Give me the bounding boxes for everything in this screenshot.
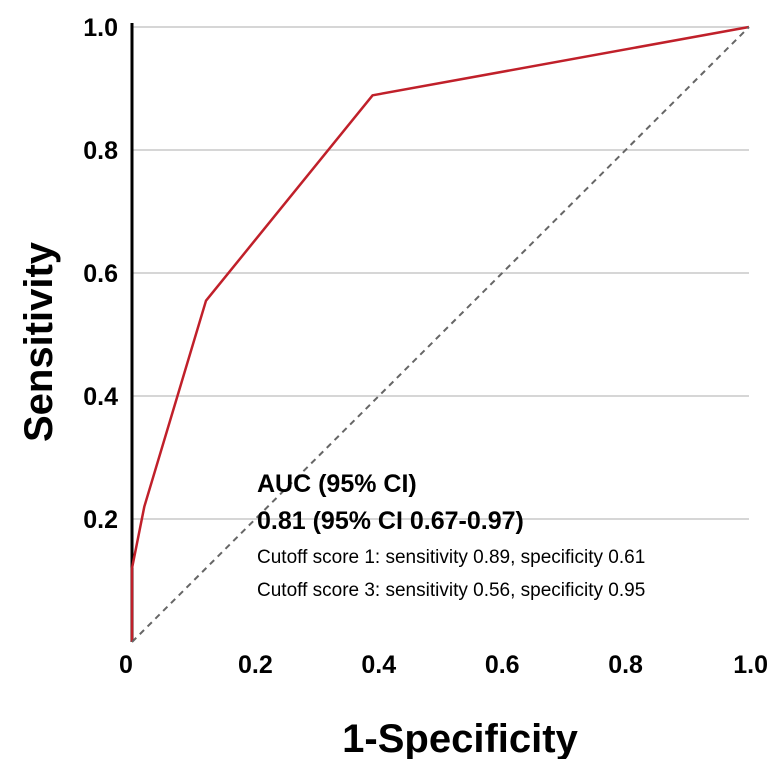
auc-label: AUC (95% CI) bbox=[257, 470, 417, 498]
x-tick-label-1: 0.2 bbox=[238, 651, 273, 679]
y-tick-label-3: 0.8 bbox=[83, 137, 118, 165]
auc-value: 0.81 (95% CI 0.67-0.97) bbox=[257, 507, 524, 535]
x-tick-label-2: 0.4 bbox=[361, 651, 396, 679]
x-tick-label-5: 1.0 bbox=[733, 651, 768, 679]
reference-diagonal-line bbox=[131, 26, 750, 643]
gridlines bbox=[132, 26, 749, 520]
x-tick-label-0: 0 bbox=[119, 651, 133, 679]
y-tick-label-4: 1.0 bbox=[83, 14, 118, 42]
series bbox=[130, 25, 750, 643]
tick-labels: 0 0.2 0.4 0.6 0.8 1.0 0.2 0.4 0.6 0.8 1.0 bbox=[83, 14, 768, 679]
cutoff-1-note: Cutoff score 1: sensitivity 0.89, specif… bbox=[257, 547, 645, 568]
x-tick-label-3: 0.6 bbox=[485, 651, 520, 679]
y-tick-label-2: 0.6 bbox=[83, 260, 118, 288]
y-tick-label-1: 0.4 bbox=[83, 383, 118, 411]
x-tick-label-4: 0.8 bbox=[608, 651, 643, 679]
roc-curve bbox=[130, 25, 750, 642]
y-axis-title: Sensitivity bbox=[17, 241, 61, 442]
cutoff-3-note: Cutoff score 3: sensitivity 0.56, specif… bbox=[257, 580, 645, 601]
x-axis-title: 1-Specificity bbox=[342, 717, 578, 759]
y-tick-label-0: 0.2 bbox=[83, 506, 118, 534]
